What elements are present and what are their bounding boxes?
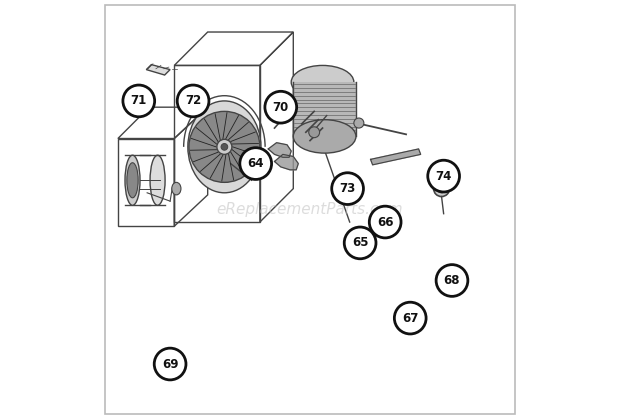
Circle shape <box>189 111 260 182</box>
Ellipse shape <box>188 101 261 193</box>
Text: 66: 66 <box>377 215 394 228</box>
Circle shape <box>265 91 296 123</box>
Polygon shape <box>275 154 298 170</box>
Text: 67: 67 <box>402 312 418 325</box>
Ellipse shape <box>437 184 446 193</box>
Polygon shape <box>146 65 170 75</box>
Circle shape <box>217 140 232 154</box>
Polygon shape <box>371 149 420 165</box>
Ellipse shape <box>127 163 138 198</box>
Ellipse shape <box>291 65 354 99</box>
Text: 65: 65 <box>352 236 368 249</box>
Ellipse shape <box>172 182 181 195</box>
Ellipse shape <box>433 181 450 197</box>
Circle shape <box>370 206 401 238</box>
Text: 70: 70 <box>273 101 289 114</box>
Circle shape <box>332 173 363 204</box>
Ellipse shape <box>150 155 165 205</box>
Circle shape <box>221 144 228 150</box>
Ellipse shape <box>125 155 140 205</box>
Text: 71: 71 <box>131 94 147 107</box>
Circle shape <box>428 160 459 192</box>
Text: 73: 73 <box>340 182 356 195</box>
Ellipse shape <box>293 120 356 153</box>
Text: 74: 74 <box>435 170 452 183</box>
Text: 68: 68 <box>444 274 460 287</box>
Circle shape <box>436 265 468 296</box>
Circle shape <box>177 85 209 117</box>
Circle shape <box>240 147 272 179</box>
Circle shape <box>394 302 426 334</box>
Circle shape <box>354 118 364 128</box>
Text: eReplacementParts.com: eReplacementParts.com <box>216 202 404 217</box>
Bar <box>293 82 356 137</box>
Circle shape <box>123 85 154 117</box>
Circle shape <box>344 227 376 259</box>
Text: 64: 64 <box>247 157 264 170</box>
Circle shape <box>309 127 319 138</box>
Polygon shape <box>268 143 291 157</box>
Text: 69: 69 <box>162 357 179 370</box>
Circle shape <box>154 348 186 380</box>
Text: 72: 72 <box>185 94 202 107</box>
